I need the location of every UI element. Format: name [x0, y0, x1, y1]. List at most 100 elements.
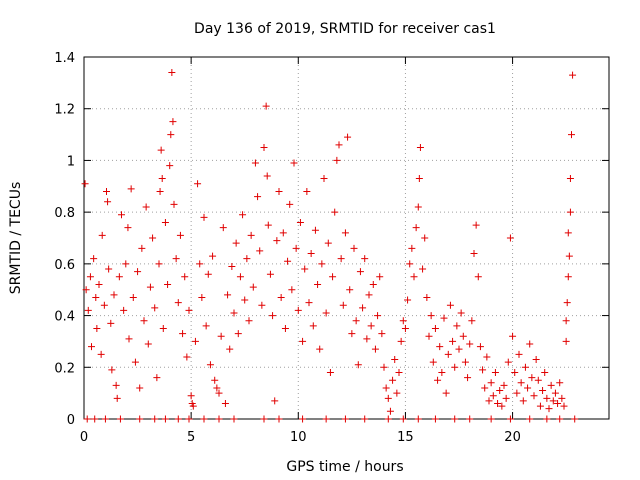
data-point	[436, 343, 444, 351]
data-point	[95, 281, 103, 289]
data-point	[127, 185, 135, 193]
data-point	[423, 293, 431, 301]
data-point	[219, 224, 227, 232]
data-point	[249, 283, 257, 291]
data-point	[185, 415, 193, 423]
data-point	[159, 325, 167, 332]
data-point	[352, 317, 360, 325]
data-point	[494, 399, 502, 407]
data-point	[474, 273, 482, 281]
data-point	[200, 213, 208, 221]
data-point	[230, 415, 238, 423]
data-point	[359, 304, 367, 312]
data-point	[468, 317, 476, 325]
data-point	[113, 394, 121, 402]
data-point	[198, 293, 206, 301]
data-point	[90, 255, 98, 263]
data-point	[271, 397, 279, 405]
data-point	[129, 293, 137, 301]
data-point	[371, 345, 379, 353]
data-point	[151, 415, 159, 423]
data-point	[502, 394, 510, 402]
data-point	[408, 244, 416, 252]
y-tick-label: 1.2	[54, 103, 75, 118]
data-point	[329, 273, 337, 281]
data-point	[260, 415, 268, 423]
data-point	[354, 361, 362, 369]
data-point	[168, 69, 176, 77]
data-point	[161, 218, 169, 226]
data-point	[170, 200, 178, 208]
data-point	[562, 337, 570, 345]
data-point	[513, 389, 521, 397]
data-point	[466, 415, 474, 423]
data-point	[151, 304, 159, 312]
data-point	[169, 118, 177, 126]
data-point	[519, 397, 527, 405]
data-point	[269, 312, 277, 320]
data-point	[564, 273, 572, 281]
data-point	[461, 358, 469, 366]
data-point	[296, 218, 304, 226]
data-point	[116, 415, 124, 423]
data-point	[509, 332, 517, 340]
data-point	[243, 255, 251, 263]
data-point	[122, 260, 130, 268]
data-point	[554, 399, 562, 407]
data-point	[440, 314, 448, 322]
data-point	[487, 379, 495, 387]
data-point	[401, 325, 409, 332]
data-point	[547, 381, 555, 389]
data-point	[88, 343, 95, 351]
data-point	[83, 415, 91, 423]
data-point	[526, 415, 534, 423]
data-point	[391, 356, 399, 364]
data-point	[434, 376, 442, 384]
y-tick-label: 0	[67, 413, 75, 428]
data-point	[118, 211, 125, 219]
data-point	[204, 270, 212, 278]
data-point	[305, 299, 313, 307]
data-point	[191, 337, 199, 345]
data-point	[228, 262, 236, 270]
data-point	[82, 286, 90, 294]
data-point	[344, 133, 352, 141]
data-point	[543, 394, 551, 402]
data-point	[416, 144, 424, 151]
data-point	[455, 345, 463, 353]
data-point	[399, 317, 407, 325]
data-point	[459, 332, 467, 340]
data-point	[101, 415, 109, 423]
data-point	[279, 229, 287, 237]
data-point	[536, 402, 544, 410]
data-point	[481, 384, 489, 392]
data-point	[115, 273, 123, 281]
data-point	[232, 239, 240, 247]
data-point	[566, 208, 574, 216]
y-tick-label: 0.6	[54, 258, 75, 273]
data-point	[361, 255, 369, 263]
data-point	[256, 247, 264, 255]
data-point	[196, 260, 204, 268]
data-point	[320, 175, 328, 183]
data-point	[566, 175, 574, 183]
data-point	[541, 368, 549, 376]
data-point	[206, 361, 214, 369]
data-point	[110, 291, 118, 299]
data-point	[307, 250, 315, 258]
data-point	[226, 345, 234, 353]
data-point	[526, 340, 534, 348]
x-axis-label: GPS time / hours	[286, 459, 403, 475]
data-point	[466, 340, 474, 348]
data-point	[112, 381, 120, 389]
data-point	[551, 389, 559, 397]
data-point	[543, 415, 551, 423]
chart-title: Day 136 of 2019, SRMTID for receiver cas…	[194, 21, 496, 37]
data-point	[105, 265, 113, 273]
data-point	[479, 366, 487, 374]
data-point	[399, 415, 407, 423]
data-point	[549, 397, 557, 405]
data-point	[181, 273, 189, 281]
data-point	[258, 301, 266, 309]
